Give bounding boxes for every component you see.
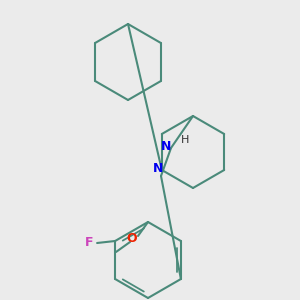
Text: N: N — [153, 161, 163, 175]
Text: O: O — [127, 232, 137, 245]
Text: F: F — [85, 236, 93, 250]
Text: H: H — [181, 135, 189, 145]
Text: N: N — [161, 140, 171, 154]
